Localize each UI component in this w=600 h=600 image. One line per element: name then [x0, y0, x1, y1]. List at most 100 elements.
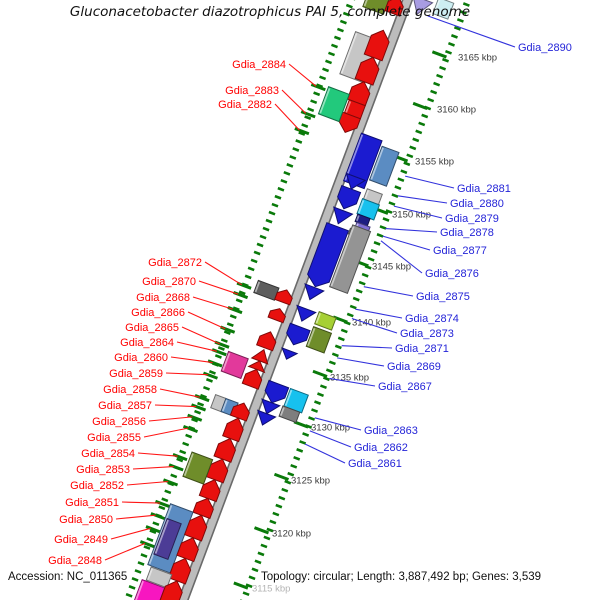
- tick-dash-left: [259, 234, 267, 240]
- tick-dash-right: [373, 241, 381, 246]
- gene-leader-line: [121, 501, 161, 504]
- gene-leader-line: [329, 377, 376, 387]
- tick-dash-right: [409, 145, 417, 151]
- tick-dash-right: [269, 519, 277, 525]
- gene-glyph-left: [222, 417, 244, 443]
- tick-dash-left: [140, 553, 148, 558]
- tick-dash-left: [339, 19, 347, 25]
- gene-label: Gdia_2857: [98, 400, 152, 412]
- tick-dash-left: [304, 115, 312, 120]
- gene-leader-line: [137, 452, 178, 457]
- gene-glyph-bevel: [433, 0, 441, 14]
- gene-label: Gdia_2876: [425, 268, 479, 280]
- gene-glyph-right: [304, 283, 325, 301]
- tick-dash-left: [307, 107, 315, 113]
- gene-leader-line: [143, 427, 189, 438]
- tick-dash-right: [325, 368, 333, 374]
- gene-glyph-right: [412, 0, 434, 15]
- tick-dash-right: [296, 448, 304, 453]
- gene-glyph-bevel: [315, 312, 321, 324]
- tick-dash-left: [336, 27, 344, 33]
- tick-dash-right: [340, 328, 348, 334]
- gene-label: Gdia_2878: [440, 227, 494, 239]
- tick-dash-right: [278, 495, 286, 501]
- gene-label: Gdia_2875: [416, 291, 470, 303]
- gene-glyph-bevel: [221, 399, 228, 412]
- tick-dash-left: [205, 378, 213, 383]
- kbp-label: 3130 kbp: [311, 422, 350, 433]
- tick-dash-right: [328, 360, 336, 366]
- gene-glyph-left: [363, 29, 390, 62]
- gene-glyph-bevel: [131, 580, 144, 600]
- kbp-tick-dash: [273, 472, 290, 481]
- kbp-tick-dash: [312, 369, 328, 378]
- tick-dash-left: [265, 218, 273, 224]
- gene-label: Gdia_2877: [433, 245, 487, 257]
- tick-dash-right: [382, 217, 390, 222]
- tick-dash-left: [298, 131, 306, 136]
- gene-leader-line: [115, 514, 156, 520]
- gene-glyph-bevel: [340, 32, 358, 74]
- tick-dash-left: [214, 354, 222, 359]
- gene-leader-line: [165, 372, 209, 376]
- gene-leader-line: [351, 318, 398, 334]
- kbp-label: 3160 kbp: [437, 104, 476, 115]
- kbp-label: 3120 kbp: [272, 528, 311, 539]
- gene-label: Gdia_2853: [76, 464, 130, 476]
- tick-dash-right: [450, 34, 458, 39]
- gene-glyph-left: [153, 517, 182, 560]
- tick-dash-left: [191, 417, 199, 423]
- tick-dash-right: [290, 463, 298, 469]
- gene-glyph-right: [314, 311, 337, 331]
- tick-dash-right: [456, 18, 464, 23]
- gene-label: Gdia_2872: [148, 257, 202, 269]
- gene-glyph-bevel: [307, 327, 316, 346]
- gene-label: Gdia_2860: [114, 352, 168, 364]
- tick-dash-right: [331, 352, 339, 358]
- gene-label: Gdia_2849: [54, 534, 108, 546]
- gene-label: Gdia_2868: [136, 292, 190, 304]
- gene-glyph-bevel: [364, 190, 370, 199]
- tick-dash-right: [334, 344, 342, 350]
- tick-dash-right: [427, 97, 435, 103]
- tick-dash-right: [412, 137, 420, 143]
- gene-glyph-left: [354, 56, 380, 86]
- gene-leader-line: [154, 404, 197, 408]
- anchor-dash-left: [172, 453, 188, 462]
- tick-dash-right: [400, 169, 408, 175]
- tick-dash-right: [314, 400, 322, 405]
- gene-label: Gdia_2859: [109, 368, 163, 380]
- gene-label: Gdia_2865: [125, 322, 179, 334]
- gene-glyph-left: [213, 437, 236, 463]
- tick-dash-right: [322, 376, 330, 382]
- kbp-label: 3150 kbp: [392, 209, 431, 220]
- gene-glyph-left: [158, 580, 183, 600]
- tick-dash-left: [286, 163, 294, 168]
- gene-glyph-bevel: [222, 352, 231, 371]
- tick-dash-right: [447, 41, 455, 47]
- gene-leader-line: [170, 356, 213, 364]
- tick-dash-right: [385, 209, 393, 214]
- gene-leader-line: [397, 195, 448, 204]
- tick-dash-left: [289, 155, 297, 160]
- kbp-label: 3115 kbp: [252, 583, 290, 594]
- tick-dash-right: [349, 304, 357, 310]
- gene-leader-line: [176, 341, 217, 352]
- tick-dash-right: [272, 511, 280, 517]
- gene-glyph-bevel: [148, 505, 173, 565]
- tick-dash-right: [370, 248, 378, 254]
- tick-dash-right: [281, 487, 289, 493]
- gene-glyph-left: [274, 289, 293, 306]
- tick-dash-right: [453, 26, 461, 31]
- gene-leader-line: [281, 89, 307, 114]
- gene-glyph-bevel: [357, 199, 365, 214]
- gene-label: Gdia_2854: [81, 448, 135, 460]
- tick-dash-left: [128, 585, 136, 590]
- tick-dash-left: [345, 3, 353, 9]
- kbp-label: 3155 kbp: [415, 156, 454, 167]
- tick-dash-right: [257, 551, 265, 557]
- kbp-tick-dash: [293, 420, 309, 429]
- tick-dash-left: [333, 35, 341, 41]
- tick-dash-left: [342, 11, 350, 17]
